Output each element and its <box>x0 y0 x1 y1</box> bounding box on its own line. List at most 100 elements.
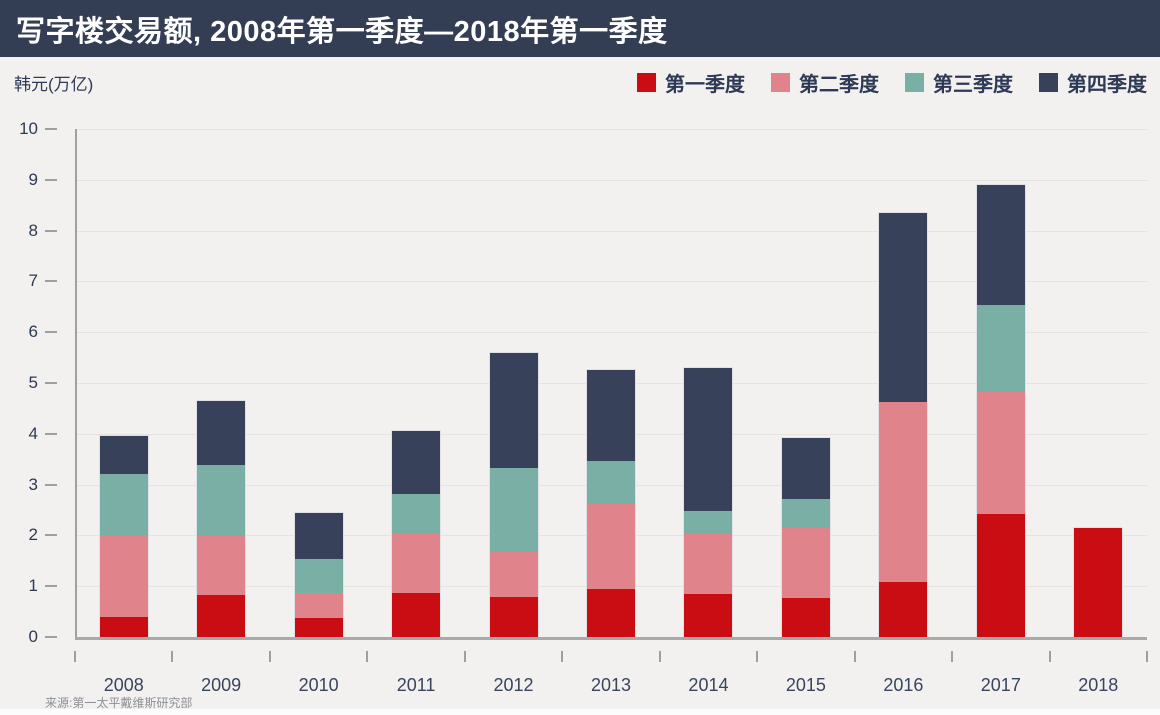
bar-2012-segment-第二季度 <box>489 552 538 598</box>
bar-2014-segment-第二季度 <box>684 533 733 595</box>
x-tick-11 <box>1146 651 1148 662</box>
x-category-label-2018: 2018 <box>1078 675 1119 695</box>
y-tick-label-3: 3 <box>28 474 38 494</box>
footer-strip <box>0 709 1160 715</box>
bar-2013 <box>586 369 636 638</box>
bar-2018-segment-第一季度 <box>1074 527 1123 637</box>
bar-2017-segment-第四季度 <box>976 184 1025 306</box>
y-tick-mark-7 <box>45 280 57 283</box>
bar-2011 <box>391 430 442 638</box>
bar-2009-segment-第三季度 <box>197 465 246 537</box>
bar-2014 <box>683 367 734 638</box>
gridline-y-10 <box>75 129 1147 130</box>
bar-2017-segment-第三季度 <box>976 305 1025 392</box>
y-tick-label-0: 0 <box>28 627 38 646</box>
y-tick-mark-3 <box>45 483 57 486</box>
x-axis-line <box>75 637 1147 640</box>
y-tick-mark-6 <box>45 331 57 334</box>
x-category-label-2011: 2011 <box>396 675 436 695</box>
x-category-label-2014: 2014 <box>688 675 729 695</box>
legend-item-第二季度: 第二季度 <box>771 68 879 97</box>
bar-2011-segment-第四季度 <box>392 431 441 495</box>
y-tick-label-4: 4 <box>28 423 38 443</box>
y-tick-mark-5 <box>45 382 57 384</box>
y-tick-label-1: 1 <box>28 576 38 596</box>
chart-legend: 第一季度 第二季度 第三季度 第四季度 <box>637 68 1147 97</box>
legend-swatch-icon <box>771 73 790 92</box>
bar-2010-segment-第三季度 <box>294 558 343 594</box>
bar-2016 <box>878 212 929 638</box>
bar-2012-segment-第一季度 <box>489 597 538 637</box>
bar-2011-segment-第三季度 <box>392 494 441 534</box>
bar-2015 <box>780 437 831 638</box>
x-category-label-2010: 2010 <box>298 675 339 695</box>
bar-2016-segment-第一季度 <box>879 581 928 637</box>
x-tick-5 <box>561 651 564 662</box>
bar-2010 <box>293 511 344 639</box>
x-category-label-2009: 2009 <box>201 675 242 695</box>
y-tick-mark-9 <box>45 178 57 181</box>
y-tick-mark-8 <box>45 229 57 232</box>
x-tick-7 <box>756 651 759 662</box>
x-tick-0 <box>74 651 76 662</box>
legend-item-第四季度: 第四季度 <box>1039 68 1147 97</box>
y-tick-label-9: 9 <box>28 169 38 189</box>
bar-2017 <box>975 183 1026 639</box>
bar-2008-segment-第四季度 <box>99 436 148 475</box>
bar-2014-segment-第一季度 <box>684 594 733 637</box>
gridline-y-8 <box>75 230 1147 232</box>
bar-2018 <box>1073 526 1124 639</box>
bar-2017-segment-第一季度 <box>976 514 1025 637</box>
y-tick-label-8: 8 <box>28 220 38 240</box>
bar-2013-segment-第三季度 <box>587 461 635 504</box>
gridline-y-9 <box>75 179 1147 181</box>
y-axis-line <box>75 129 77 637</box>
legend-label: 第三季度 <box>933 74 1013 96</box>
bar-2014-segment-第三季度 <box>684 511 733 534</box>
y-tick-label-10: 10 <box>19 119 38 138</box>
bar-2016-segment-第二季度 <box>879 402 928 582</box>
bar-2011-segment-第一季度 <box>392 593 441 637</box>
legend-label: 第四季度 <box>1067 74 1147 96</box>
page-title: 写字楼交易额, 2008年第一季度—2018年第一季度 <box>16 15 668 48</box>
bar-2015-segment-第四季度 <box>781 438 830 500</box>
bar-2013-segment-第二季度 <box>587 503 635 590</box>
y-axis-unit-label: 韩元(万亿) <box>14 75 94 94</box>
y-tick-mark-10 <box>45 128 57 130</box>
bar-2010-segment-第四季度 <box>294 512 343 559</box>
legend-swatch-icon <box>1039 73 1058 92</box>
bar-2010-segment-第二季度 <box>294 593 343 618</box>
x-category-label-2012: 2012 <box>493 675 534 695</box>
bar-2014-segment-第四季度 <box>684 368 733 512</box>
bar-2008-segment-第一季度 <box>99 616 148 637</box>
bar-2008 <box>98 435 149 638</box>
bar-2015-segment-第二季度 <box>781 528 830 598</box>
legend-label: 第二季度 <box>799 74 879 96</box>
x-category-label-2015: 2015 <box>785 675 826 695</box>
bar-2015-segment-第三季度 <box>781 499 830 529</box>
legend-label: 第一季度 <box>665 74 745 96</box>
bar-2012 <box>488 351 539 639</box>
title-bar: 写字楼交易额, 2008年第一季度—2018年第一季度 <box>0 0 1160 57</box>
x-tick-9 <box>951 651 954 662</box>
y-tick-mark-4 <box>45 432 57 435</box>
bar-2012-segment-第四季度 <box>489 352 538 468</box>
y-tick-label-5: 5 <box>28 373 38 392</box>
bar-2012-segment-第三季度 <box>489 467 538 553</box>
bar-2013-segment-第四季度 <box>587 370 635 462</box>
bar-2009-segment-第二季度 <box>197 536 246 595</box>
bar-2010-segment-第一季度 <box>294 617 343 637</box>
legend-item-第一季度: 第一季度 <box>637 68 745 97</box>
x-tick-2 <box>268 651 271 662</box>
bar-2009 <box>196 399 247 639</box>
gridline-y-7 <box>75 281 1147 283</box>
x-category-label-2017: 2017 <box>980 675 1021 695</box>
bar-2008-segment-第三季度 <box>99 474 148 536</box>
x-category-label-2016: 2016 <box>883 675 924 695</box>
y-tick-mark-2 <box>45 534 57 537</box>
y-tick-label-7: 7 <box>28 271 38 291</box>
x-tick-8 <box>853 651 856 662</box>
y-tick-mark-1 <box>45 585 57 588</box>
